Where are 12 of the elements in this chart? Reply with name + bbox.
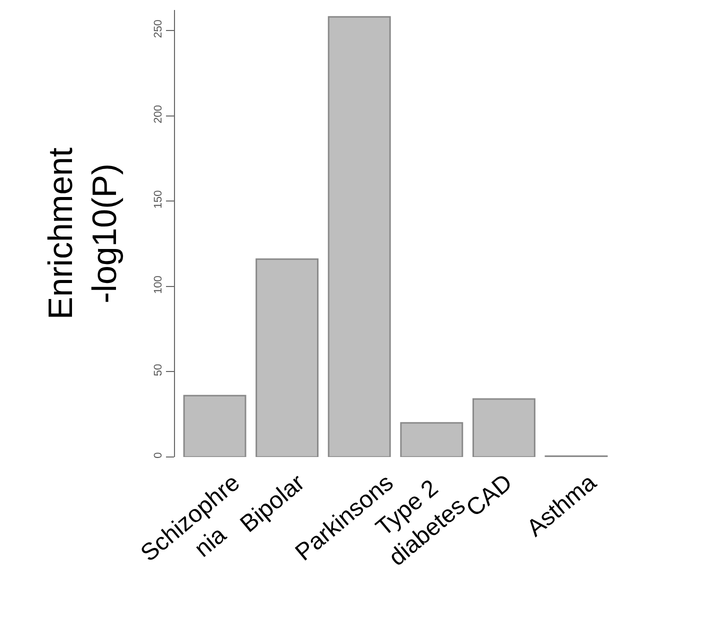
bar: [256, 258, 319, 457]
y-tick-label: 0: [152, 452, 165, 458]
y-axis-title: Enrichment -log10(P): [42, 146, 124, 320]
y-tick-label: 200: [152, 104, 165, 124]
y-tick-label: 100: [152, 276, 165, 294]
bar: [472, 398, 536, 457]
y-tick-label: 250: [152, 20, 165, 38]
y-tick-label: 50: [152, 364, 165, 376]
bar: [183, 394, 246, 457]
y-tick-label: 150: [152, 190, 165, 209]
bar: [328, 16, 391, 457]
bar: [400, 422, 464, 457]
